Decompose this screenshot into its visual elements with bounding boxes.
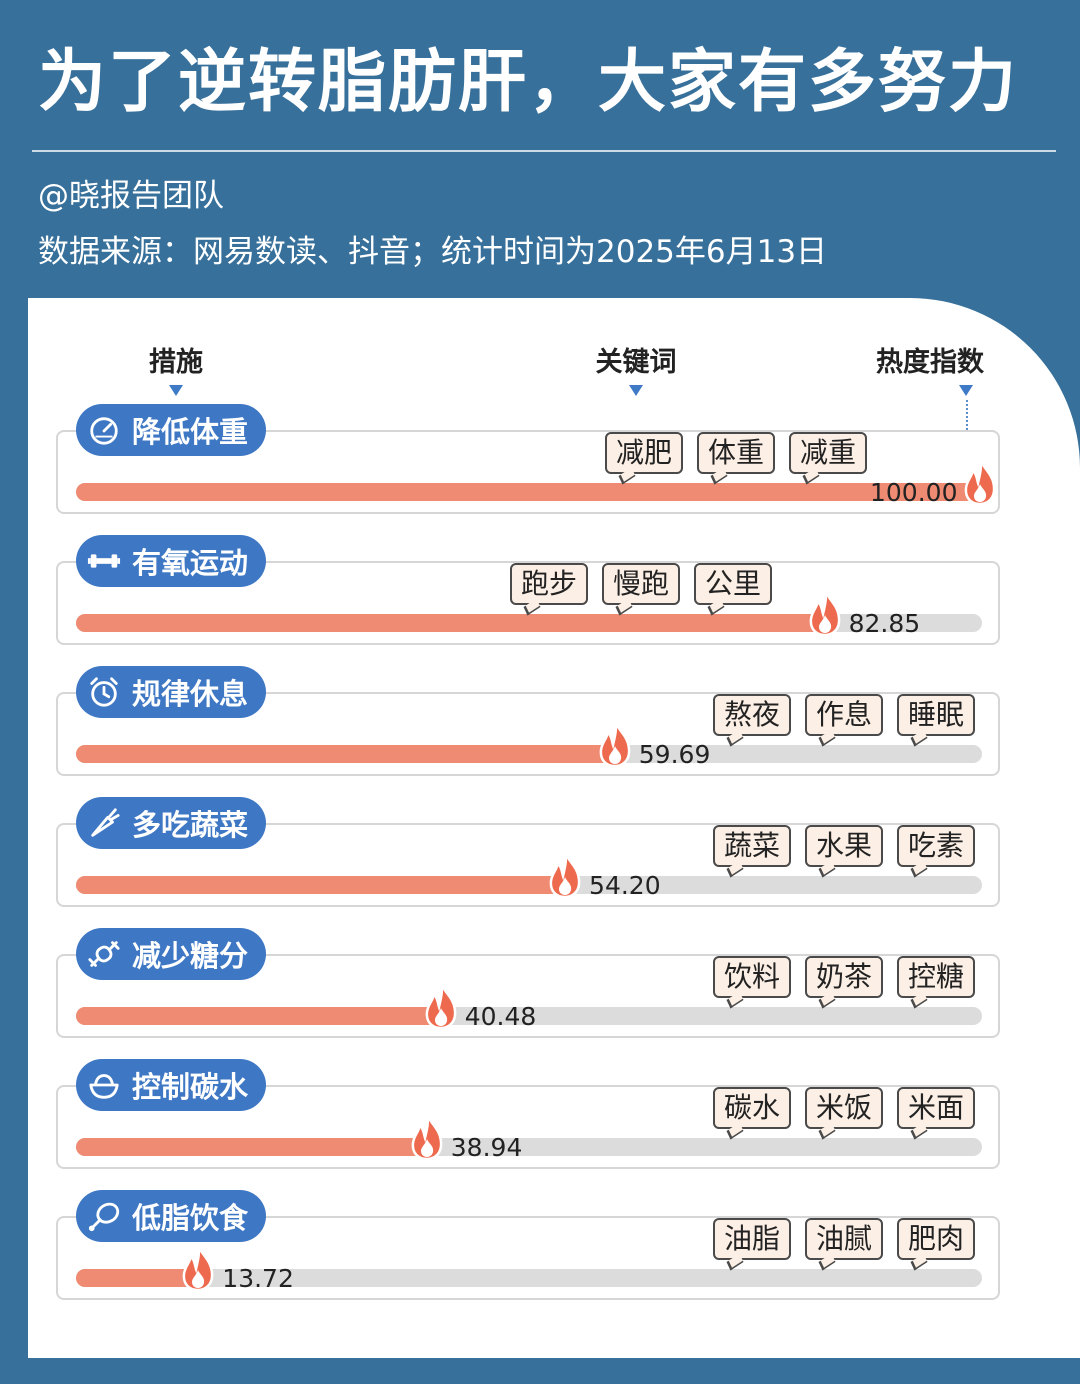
category-label: 有氧运动 xyxy=(132,546,249,580)
bar-track xyxy=(76,1269,982,1287)
drumstick-icon xyxy=(86,1198,122,1234)
heat-bar xyxy=(76,1269,201,1287)
keyword-tag: 饮料 xyxy=(713,956,791,998)
category-pill: 控制碳水 xyxy=(76,1059,267,1111)
flame-icon xyxy=(421,980,461,1030)
keyword-tag: 肥肉 xyxy=(897,1218,975,1260)
heat-bar xyxy=(76,745,617,763)
keyword-tag: 奶茶 xyxy=(805,956,883,998)
value-label: 100.00 xyxy=(870,478,958,507)
column-header-heat: 热度指数 xyxy=(876,347,984,378)
author-label: @晓报告团队 xyxy=(38,178,224,214)
heat-bar xyxy=(76,483,982,501)
keyword-tag: 减肥 xyxy=(605,432,683,474)
category-pill: 减少糖分 xyxy=(76,928,267,980)
heat-bar xyxy=(76,1138,429,1156)
heat-bar xyxy=(76,614,827,632)
value-label: 59.69 xyxy=(638,740,711,769)
category-label: 控制碳水 xyxy=(132,1070,249,1104)
chart-row: 控制碳水 38.94 碳水 米饭 米面 xyxy=(0,1059,1080,1189)
flame-icon xyxy=(178,1242,218,1292)
heat-bar xyxy=(76,1007,443,1025)
chart-row: 多吃蔬菜 54.20 蔬菜 水果 吃素 xyxy=(0,797,1080,927)
keyword-tag: 慢跑 xyxy=(602,563,680,605)
keyword-tag: 减重 xyxy=(789,432,867,474)
alarm-clock-icon xyxy=(86,674,122,710)
speedometer-icon xyxy=(86,412,122,448)
category-label: 低脂饮食 xyxy=(132,1201,249,1235)
keyword-tag: 控糖 xyxy=(897,956,975,998)
category-label: 规律休息 xyxy=(132,677,249,711)
value-label: 38.94 xyxy=(450,1133,523,1162)
flame-icon xyxy=(960,456,1000,506)
heat-arrow-icon xyxy=(959,385,973,396)
flame-icon xyxy=(407,1111,447,1161)
keyword-tag: 公里 xyxy=(694,563,772,605)
category-label: 降低体重 xyxy=(132,415,249,449)
keyword-tag: 跑步 xyxy=(510,563,588,605)
category-label: 减少糖分 xyxy=(132,939,249,973)
column-header-keywords: 关键词 xyxy=(595,347,677,378)
keyword-tag: 碳水 xyxy=(713,1087,791,1129)
carrot-icon xyxy=(86,805,122,841)
column-header-measure: 措施 xyxy=(149,347,203,378)
keyword-tag: 作息 xyxy=(805,694,883,736)
heat-guide-line xyxy=(966,400,968,450)
title-divider xyxy=(32,150,1056,152)
keyword-tag: 米面 xyxy=(897,1087,975,1129)
keyword-tag: 水果 xyxy=(805,825,883,867)
value-label: 13.72 xyxy=(222,1264,294,1293)
keyword-tag: 体重 xyxy=(697,432,775,474)
flame-icon xyxy=(595,718,635,768)
measure-arrow-icon xyxy=(169,385,183,396)
chart-row: 低脂饮食 13.72 油脂 油腻 肥肉 xyxy=(0,1190,1080,1320)
candy-icon xyxy=(86,936,122,972)
chart-row: 有氧运动 82.85 跑步 慢跑 公里 xyxy=(0,535,1080,665)
keywords-arrow-icon xyxy=(629,385,643,396)
value-label: 40.48 xyxy=(464,1002,537,1031)
flame-icon xyxy=(805,587,845,637)
chart-row: 减少糖分 40.48 饮料 奶茶 控糖 xyxy=(0,928,1080,1058)
dumbbell-icon xyxy=(86,543,122,579)
category-pill: 有氧运动 xyxy=(76,535,267,587)
chart-row: 规律休息 59.69 熬夜 作息 睡眠 xyxy=(0,666,1080,796)
rice-bowl-icon xyxy=(86,1067,122,1103)
category-pill: 规律休息 xyxy=(76,666,267,718)
keyword-tag: 油腻 xyxy=(805,1218,883,1260)
keyword-tag: 睡眠 xyxy=(897,694,975,736)
page-title: 为了逆转脂肪肝，大家有多努力 xyxy=(38,43,1019,122)
category-pill: 低脂饮食 xyxy=(76,1190,267,1242)
keyword-tag: 熬夜 xyxy=(713,694,791,736)
keyword-tag: 米饭 xyxy=(805,1087,883,1129)
keyword-tag: 油脂 xyxy=(713,1218,791,1260)
category-pill: 降低体重 xyxy=(76,404,267,456)
keyword-tag: 吃素 xyxy=(897,825,975,867)
source-note: 数据来源：网易数读、抖音；统计时间为2025年6月13日 xyxy=(38,234,828,270)
keyword-tag: 蔬菜 xyxy=(713,825,791,867)
value-label: 82.85 xyxy=(848,609,921,638)
category-pill: 多吃蔬菜 xyxy=(76,797,267,849)
flame-icon xyxy=(545,849,585,899)
heat-bar xyxy=(76,876,568,894)
category-label: 多吃蔬菜 xyxy=(132,808,249,842)
chart-row: 降低体重 100.00 减肥 体重 减重 xyxy=(0,404,1080,534)
value-label: 54.20 xyxy=(589,871,661,900)
